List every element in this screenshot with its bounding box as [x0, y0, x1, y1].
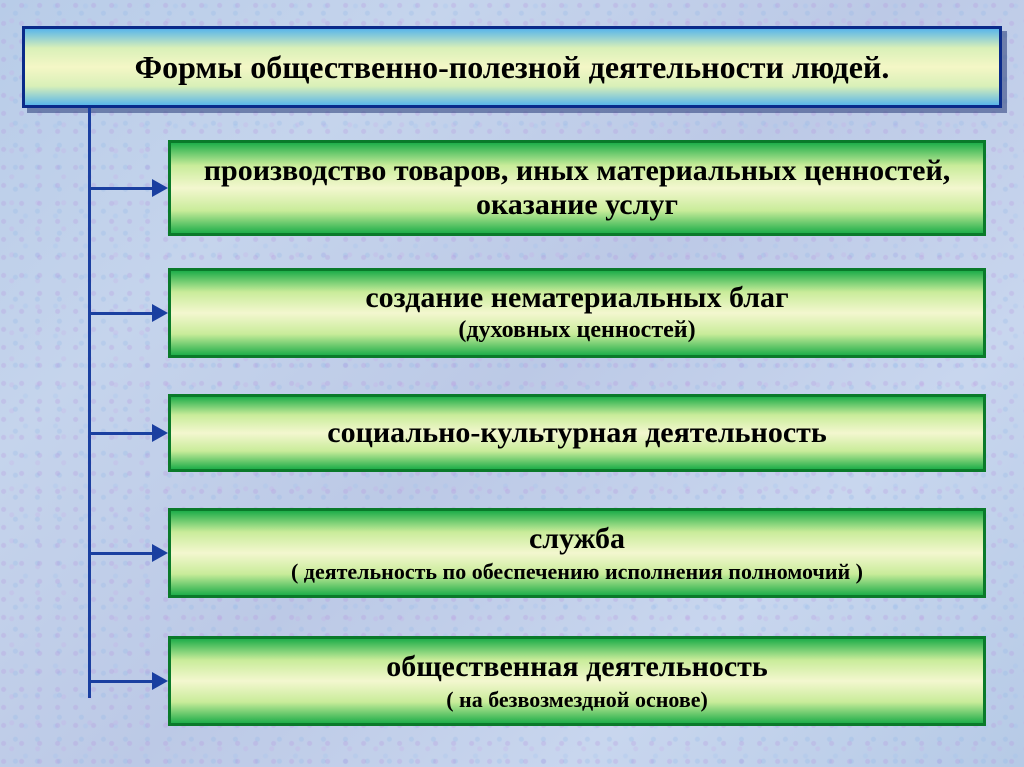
item-box: общественная деятельность( на безвозмезд…	[168, 636, 986, 726]
arrow-stem	[88, 312, 152, 315]
arrow-stem	[88, 187, 152, 190]
item-sub-text: ( на безвозмездной основе)	[446, 687, 708, 712]
item-box: служба( деятельность по обеспечению испо…	[168, 508, 986, 598]
arrow-stem	[88, 680, 152, 683]
item-box: социально-культурная деятельность	[168, 394, 986, 472]
connector-arrow	[88, 544, 168, 562]
arrow-head-icon	[152, 304, 168, 322]
arrow-head-icon	[152, 544, 168, 562]
item-sub-text: ( деятельность по обеспечению исполнения…	[291, 559, 863, 584]
item-main-text: служба	[529, 522, 625, 557]
diagram-root: Формы общественно-полезной деятельности …	[0, 0, 1024, 767]
title-text: Формы общественно-полезной деятельности …	[135, 49, 890, 86]
title-box: Формы общественно-полезной деятельности …	[22, 26, 1002, 108]
item-box: производство товаров, иных материальных …	[168, 140, 986, 236]
arrow-stem	[88, 432, 152, 435]
item-main-text: создание нематериальных благ	[365, 281, 788, 316]
item-box: создание нематериальных благ(духовных це…	[168, 268, 986, 358]
arrow-head-icon	[152, 672, 168, 690]
arrow-stem	[88, 552, 152, 555]
arrow-head-icon	[152, 179, 168, 197]
item-main-text: социально-культурная деятельность	[327, 416, 827, 451]
connector-arrow	[88, 672, 168, 690]
item-main-text: общественная деятельность	[386, 650, 768, 685]
connector-arrow	[88, 179, 168, 197]
connector-arrow	[88, 424, 168, 442]
item-sub-text: (духовных ценностей)	[458, 317, 695, 345]
connector-arrow	[88, 304, 168, 322]
arrow-head-icon	[152, 424, 168, 442]
item-main-text: производство товаров, иных материальных …	[185, 154, 969, 223]
